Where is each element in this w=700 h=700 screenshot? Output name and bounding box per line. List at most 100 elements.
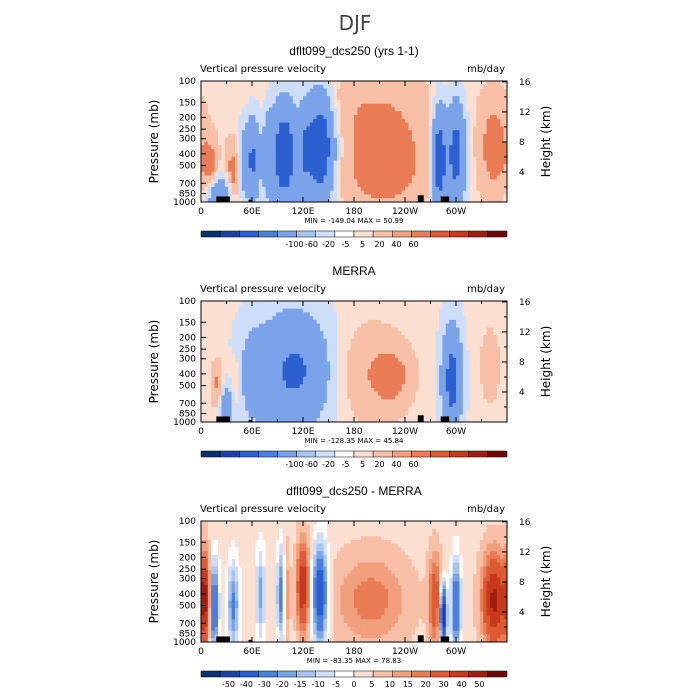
heatmap-cell (452, 190, 457, 195)
heatmap-cell (207, 380, 212, 385)
heatmap-cell (296, 183, 300, 188)
heatmap-cell (486, 331, 491, 336)
heatmap-cell (248, 190, 253, 195)
heatmap-cell (326, 171, 331, 176)
heatmap-cell (479, 194, 484, 199)
heatmap-cell (258, 357, 263, 362)
heatmap-cell (398, 126, 402, 131)
heatmap-cell (299, 316, 304, 321)
heatmap-cell (401, 126, 406, 131)
heatmap-cell (238, 350, 243, 355)
heatmap-cell (296, 122, 300, 127)
heatmap-cell (347, 96, 351, 101)
heatmap-cell (313, 111, 317, 116)
heatmap-cell (483, 365, 487, 370)
heatmap-cell (303, 194, 307, 199)
heatmap-cell (269, 160, 273, 165)
heatmap-cell (306, 122, 311, 127)
heatmap-cell (303, 145, 307, 150)
heatmap-cell (445, 346, 450, 351)
heatmap-cell (466, 171, 470, 176)
heatmap-cell (374, 81, 379, 86)
heatmap-cell (418, 361, 423, 366)
heatmap-cell (381, 346, 385, 351)
heatmap-cell (469, 115, 474, 120)
heatmap-cell (466, 357, 470, 362)
heatmap-cell (265, 301, 270, 306)
heatmap-cell (235, 92, 239, 97)
heatmap-cell (452, 194, 457, 199)
heatmap-cell (459, 304, 464, 309)
heatmap-cell (241, 164, 246, 169)
heatmap-cell (405, 198, 409, 203)
heatmap-cell (306, 331, 311, 336)
heatmap-cell (445, 179, 450, 184)
heatmap-cell (408, 160, 413, 165)
heatmap-cell (486, 133, 491, 139)
heatmap-cell (323, 357, 328, 362)
heatmap-cell (255, 118, 260, 123)
heatmap-cell (364, 149, 368, 154)
heatmap-cell (238, 372, 243, 378)
heatmap-cell (398, 353, 402, 359)
heatmap-cell (476, 376, 481, 381)
heatmap-cell (292, 304, 297, 309)
heatmap-cell (405, 99, 409, 105)
heatmap-cell (289, 156, 294, 161)
panel-1: dflt099_dcs250 (yrs 1-1)Vertical pressur… (147, 44, 553, 249)
heatmap-cell (503, 175, 508, 180)
heatmap-cell (401, 160, 406, 165)
heatmap-cell (238, 194, 243, 199)
heatmap-cell (367, 198, 372, 203)
heatmap-cell (282, 301, 287, 306)
heatmap-cell (388, 167, 392, 173)
heatmap-cell (255, 111, 260, 116)
heatmap-cell (241, 96, 246, 101)
heatmap-cell (388, 308, 392, 313)
heatmap-cell (394, 361, 399, 366)
heatmap-cell (479, 342, 484, 347)
heatmap-cell (469, 126, 474, 131)
heatmap-cell (235, 137, 239, 142)
heatmap-cell (313, 171, 317, 176)
heatmap-cell (258, 84, 263, 89)
heatmap-cell (238, 316, 243, 321)
heatmap-cell (279, 156, 283, 161)
heatmap-cell (459, 81, 464, 86)
heatmap-cell (473, 338, 477, 343)
heatmap-cell (408, 312, 413, 317)
heatmap-cell (245, 133, 249, 139)
heatmap-cell (299, 84, 304, 89)
heatmap-cell (452, 308, 457, 313)
heatmap-cell (296, 357, 300, 362)
heatmap-cell (309, 327, 314, 332)
heatmap-cell (224, 167, 229, 173)
heatmap-cell (201, 103, 205, 108)
heatmap-cell (296, 346, 300, 351)
heatmap-cell (394, 92, 399, 97)
heatmap-cell (452, 149, 457, 154)
heatmap-cell (405, 331, 409, 336)
heatmap-cell (211, 179, 215, 184)
heatmap-cell (231, 156, 236, 161)
heatmap-cell (228, 312, 232, 317)
heatmap-cell (323, 342, 328, 347)
heatmap-cell (371, 167, 375, 173)
heatmap-cell (469, 304, 474, 309)
heatmap-cell (377, 122, 382, 127)
heatmap-cell (228, 319, 232, 325)
heatmap-cell (479, 179, 484, 184)
heatmap-cell (201, 152, 205, 158)
heatmap-cell (299, 111, 304, 116)
heatmap-cell (272, 308, 277, 313)
heatmap-cell (503, 179, 508, 184)
heatmap-cell (275, 327, 280, 332)
heatmap-cell (496, 346, 501, 351)
heatmap-cell (479, 361, 484, 366)
heatmap-cell (343, 164, 348, 169)
heatmap-cell (340, 190, 345, 195)
heatmap-cell (466, 164, 470, 169)
heatmap-cell (493, 179, 498, 184)
heatmap-cell (286, 145, 290, 150)
